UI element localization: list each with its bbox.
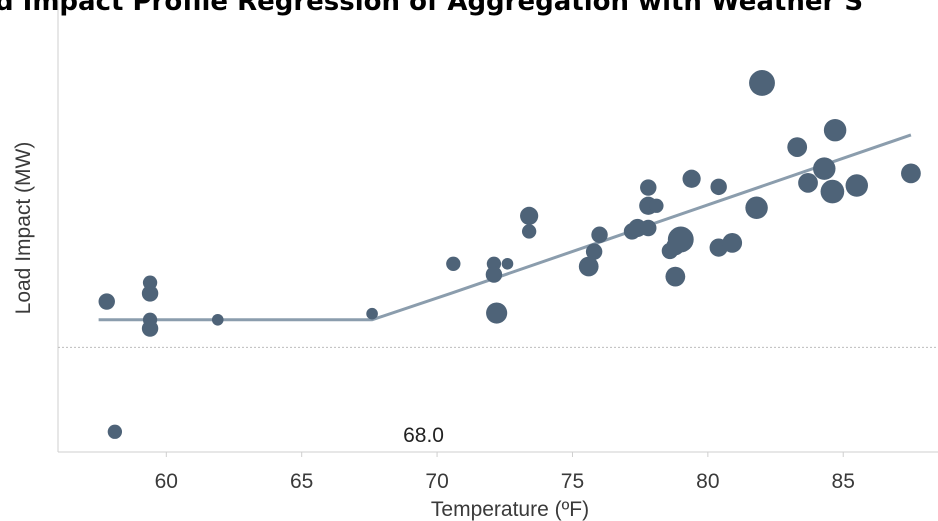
data-point: [745, 196, 768, 220]
data-point: [722, 232, 743, 253]
x-tick-label: 70: [425, 470, 448, 493]
data-point: [211, 313, 224, 326]
data-point: [823, 118, 847, 142]
data-point: [366, 307, 378, 320]
data-point: [820, 179, 845, 204]
data-point: [446, 256, 461, 271]
data-point: [787, 137, 808, 157]
data-point: [485, 266, 503, 283]
data-point: [578, 256, 599, 277]
chart-title: d Impact Profile Regression of Aggregati…: [0, 0, 863, 17]
data-point: [107, 424, 123, 439]
data-point: [585, 243, 603, 260]
data-point: [682, 169, 701, 188]
x-tick-label: 85: [832, 470, 855, 493]
x-tick-label: 65: [290, 470, 313, 493]
data-point: [520, 206, 539, 225]
data-point: [591, 226, 608, 243]
x-axis-ticks: 60 65 70 75 80 85: [155, 452, 855, 493]
regression-fit-line: [98, 133, 912, 322]
breakpoint-annotation: 68.0: [403, 424, 444, 447]
data-points: [98, 70, 921, 439]
data-point: [98, 293, 115, 310]
data-point: [521, 224, 537, 239]
data-point: [798, 172, 818, 193]
x-tick-label: 60: [155, 470, 178, 493]
x-tick-label: 80: [696, 470, 719, 493]
data-point: [640, 179, 657, 196]
data-point: [667, 226, 694, 253]
data-point: [141, 285, 159, 302]
data-point: [813, 157, 836, 180]
x-tick-label: 75: [561, 470, 584, 493]
data-point: [640, 219, 657, 237]
data-point: [845, 174, 869, 197]
data-point: [649, 198, 664, 213]
data-point: [141, 320, 159, 337]
x-axis-label: Temperature (ºF): [431, 498, 589, 521]
data-point: [710, 178, 727, 196]
data-point: [749, 70, 775, 96]
y-axis-label: Load Impact (MW): [12, 142, 35, 315]
data-point: [901, 163, 921, 184]
data-point: [665, 266, 686, 287]
data-point: [501, 257, 514, 270]
data-point: [486, 302, 508, 324]
